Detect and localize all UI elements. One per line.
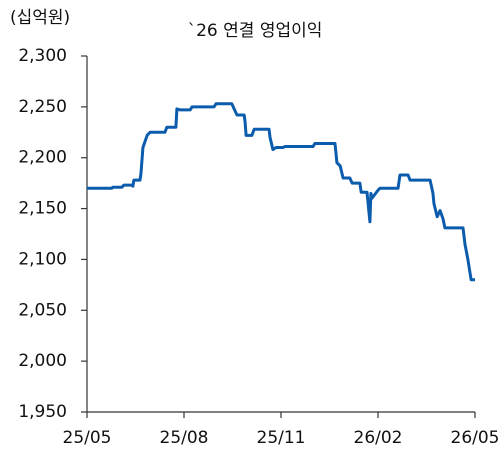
- line-series: [87, 102, 475, 282]
- y-axis-label: (십억원): [10, 8, 70, 28]
- y-tick-label: 2,300: [18, 46, 67, 66]
- y-tick-label: 2,100: [18, 249, 67, 269]
- y-tick-label: 2,150: [18, 199, 67, 219]
- x-tick-label: 25/05: [63, 428, 112, 448]
- x-tick-label: 25/11: [257, 428, 306, 448]
- y-tick-label: 1,950: [18, 402, 67, 422]
- x-tick-label: 25/08: [160, 428, 209, 448]
- y-tick-label: 2,000: [18, 351, 67, 371]
- x-tick-label: 26/02: [354, 428, 403, 448]
- x-tick-label: 26/05: [451, 428, 500, 448]
- y-tick-label: 2,250: [18, 97, 67, 117]
- y-tick-label: 2,050: [18, 300, 67, 320]
- chart-title: `26 연결 영업이익: [188, 21, 323, 41]
- y-tick-label: 2,200: [18, 148, 67, 168]
